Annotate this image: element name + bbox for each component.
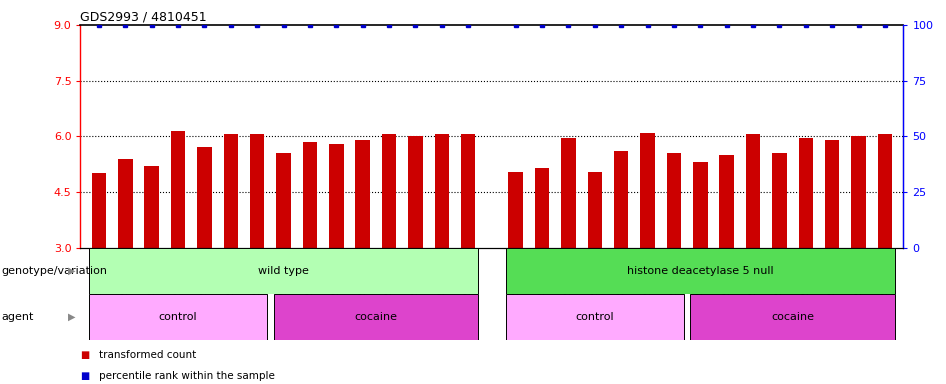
Text: percentile rank within the sample: percentile rank within the sample — [99, 371, 275, 381]
Bar — [89, 294, 267, 340]
Bar — [223, 134, 238, 248]
Bar — [382, 134, 396, 248]
Bar — [825, 140, 839, 248]
Bar — [691, 294, 895, 340]
Bar — [89, 248, 478, 294]
Text: transformed count: transformed count — [99, 350, 197, 360]
Text: histone deacetylase 5 null: histone deacetylase 5 null — [627, 266, 774, 276]
Text: cocaine: cocaine — [771, 312, 815, 322]
Bar — [434, 134, 449, 248]
Bar — [878, 134, 892, 248]
Bar — [118, 159, 132, 248]
Text: ■: ■ — [80, 350, 90, 360]
Text: control: control — [575, 312, 614, 322]
Bar — [720, 155, 734, 248]
Bar — [250, 134, 264, 248]
Bar — [303, 142, 317, 248]
Bar — [506, 294, 684, 340]
Bar — [614, 151, 628, 248]
Bar — [408, 136, 423, 248]
Bar — [798, 138, 813, 248]
Bar — [745, 134, 761, 248]
Bar — [506, 248, 895, 294]
Text: ▶: ▶ — [68, 266, 76, 276]
Text: agent: agent — [1, 312, 33, 322]
Bar — [92, 174, 106, 248]
Bar — [587, 172, 602, 248]
Bar — [667, 153, 681, 248]
Text: GDS2993 / 4810451: GDS2993 / 4810451 — [80, 11, 207, 24]
Bar — [356, 140, 370, 248]
Bar — [171, 131, 185, 248]
Bar — [145, 166, 159, 248]
Bar — [329, 144, 343, 248]
Bar — [197, 147, 212, 248]
Text: wild type: wild type — [258, 266, 309, 276]
Text: genotype/variation: genotype/variation — [1, 266, 107, 276]
Bar — [273, 294, 478, 340]
Bar — [851, 136, 866, 248]
Bar — [772, 153, 787, 248]
Text: ■: ■ — [80, 371, 90, 381]
Bar — [461, 134, 476, 248]
Bar — [561, 138, 576, 248]
Bar — [693, 162, 708, 248]
Bar — [276, 153, 290, 248]
Bar — [508, 172, 523, 248]
Bar — [534, 168, 550, 248]
Text: cocaine: cocaine — [355, 312, 397, 322]
Text: ▶: ▶ — [68, 312, 76, 322]
Text: control: control — [159, 312, 198, 322]
Bar — [640, 132, 655, 248]
